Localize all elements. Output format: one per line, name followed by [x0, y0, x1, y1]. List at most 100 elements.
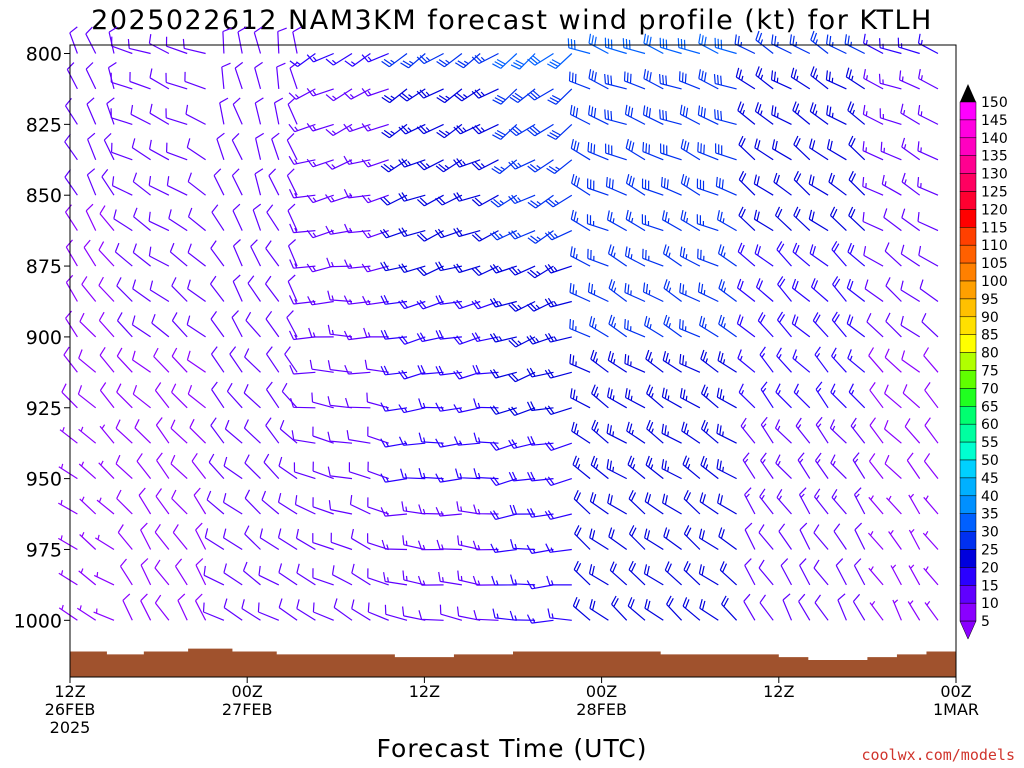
wind-barb: [698, 33, 719, 55]
wind-barb: [400, 468, 426, 480]
wind-barb: [138, 487, 152, 515]
wind-barb: [661, 459, 682, 480]
wind-barb: [278, 456, 298, 480]
wind-barb: [327, 431, 353, 444]
wind-barb: [98, 241, 115, 267]
wind-barb: [830, 454, 847, 480]
wind-barbs-layer: [57, 26, 939, 624]
wind-barb: [380, 473, 408, 483]
wind-barb: [917, 33, 939, 55]
wind-barb: [344, 364, 371, 375]
wind-barb: [258, 565, 280, 586]
wind-barb: [111, 176, 133, 196]
wind-barb: [79, 312, 97, 338]
wind-barb: [867, 531, 884, 550]
wind-barb: [662, 351, 682, 373]
wind-barb: [191, 452, 207, 479]
wind-barb: [492, 88, 518, 105]
wind-barb: [436, 123, 463, 139]
x-tick-label: 26FEB: [45, 700, 96, 719]
wind-barb: [793, 170, 811, 196]
wind-barb: [738, 135, 756, 161]
wind-barb: [642, 105, 664, 125]
wind-barb: [573, 490, 591, 515]
wind-barb: [327, 324, 353, 338]
wind-barb: [187, 384, 206, 409]
wind-barb: [98, 311, 115, 338]
wind-barb: [64, 98, 78, 125]
wind-barb: [737, 349, 756, 373]
wind-barb: [510, 539, 536, 551]
wind-barb: [312, 568, 334, 586]
wind-barb: [171, 347, 188, 373]
wind-barb: [131, 315, 151, 338]
wind-barb: [831, 311, 847, 338]
wind-barb: [278, 598, 298, 621]
wind-barb: [700, 419, 719, 444]
wind-barb: [743, 593, 756, 621]
wind-barb: [265, 310, 280, 338]
wind-barb: [544, 230, 573, 241]
wind-barb: [211, 346, 225, 373]
wind-barb: [607, 387, 627, 409]
colorbar-label: 65: [981, 399, 999, 415]
wind-barb: [132, 384, 151, 409]
wind-barb: [418, 398, 444, 409]
wind-barb: [311, 392, 334, 409]
wind-barb: [435, 402, 462, 412]
wind-barb: [625, 138, 646, 161]
wind-barb: [255, 132, 265, 160]
wind-barb: [734, 34, 756, 55]
wind-barb: [680, 209, 701, 232]
wind-barb: [281, 382, 298, 409]
wind-barb: [901, 208, 921, 232]
wind-barb: [862, 104, 884, 125]
wind-barb: [508, 159, 536, 170]
wind-barb: [78, 349, 97, 373]
wind-barb: [133, 207, 151, 232]
wind-barb: [544, 405, 572, 415]
wind-barb: [923, 566, 939, 586]
wind-barb: [792, 349, 811, 373]
wind-barb: [604, 37, 627, 55]
wind-barb: [754, 244, 774, 267]
wind-barb: [453, 263, 481, 274]
wind-barb: [815, 416, 829, 444]
wind-barb: [624, 354, 646, 373]
wind-barb: [277, 492, 298, 515]
y-tick-label: 850: [26, 185, 62, 207]
wind-barb: [759, 594, 774, 621]
wind-barb: [140, 522, 152, 550]
wind-barb: [862, 177, 884, 196]
wind-barb: [266, 346, 280, 373]
wind-barb: [775, 383, 792, 409]
wind-barb: [287, 239, 298, 267]
wind-barb: [744, 487, 756, 515]
wind-barb: [826, 34, 847, 55]
wind-barb: [546, 159, 573, 175]
wind-barb: [660, 143, 682, 161]
wind-barb: [923, 495, 939, 515]
wind-barb: [509, 88, 536, 104]
wind-barb: [254, 61, 263, 90]
colorbar-swatch: [959, 388, 977, 407]
wind-barb: [699, 315, 719, 338]
wind-barb: [902, 384, 921, 409]
wind-barb: [590, 455, 609, 480]
wind-barb: [346, 430, 371, 444]
wind-barb: [900, 280, 921, 303]
wind-barb: [547, 53, 573, 70]
wind-barb: [901, 350, 921, 373]
colorbar-swatch: [959, 191, 977, 210]
wind-barb: [738, 206, 756, 232]
wind-barb: [171, 383, 188, 409]
wind-barb: [852, 593, 866, 621]
wind-barb: [194, 593, 207, 621]
wind-barb: [700, 384, 719, 409]
wind-barb: [659, 37, 682, 55]
wind-barb: [883, 208, 902, 232]
wind-barb: [383, 572, 408, 586]
wind-barb: [119, 558, 133, 586]
wind-barb: [774, 206, 792, 232]
wind-barb: [798, 593, 811, 621]
